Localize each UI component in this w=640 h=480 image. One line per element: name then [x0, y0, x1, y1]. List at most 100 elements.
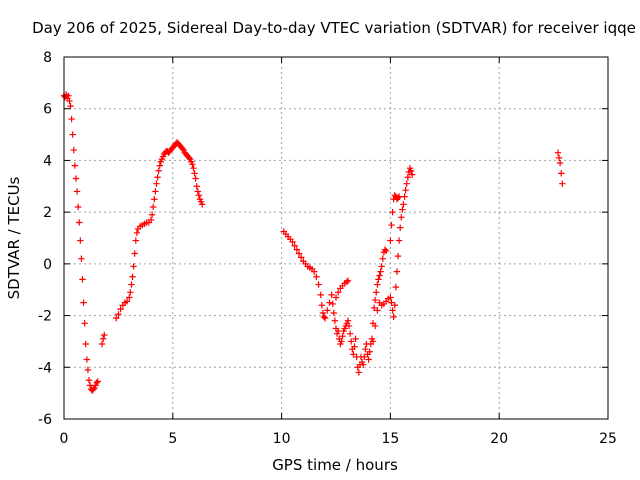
- data-point: [76, 219, 83, 226]
- data-point: [156, 162, 163, 169]
- data-point: [73, 188, 81, 195]
- data-point: [556, 159, 564, 167]
- data-point: [147, 216, 155, 224]
- data-point: [81, 320, 88, 327]
- x-tick-label: 20: [490, 431, 508, 447]
- data-point: [86, 382, 94, 389]
- data-point: [402, 186, 409, 194]
- y-tick-labels: -6 -4 -2 0 2 4 6 8: [38, 50, 52, 428]
- data-point: [77, 237, 84, 244]
- data-point: [130, 263, 137, 270]
- data-point: [366, 348, 373, 355]
- data-point: [407, 167, 415, 174]
- data-point: [115, 311, 122, 318]
- data-point: [398, 214, 405, 221]
- x-axis-label: GPS time / hours: [272, 456, 398, 474]
- data-point: [344, 277, 352, 284]
- data-point: [148, 211, 156, 218]
- data-point: [150, 203, 157, 211]
- data-point: [83, 356, 91, 363]
- data-point: [126, 294, 133, 301]
- data-point: [394, 252, 402, 260]
- data-point: [365, 356, 372, 363]
- data-point: [123, 298, 131, 305]
- data-point: [371, 296, 379, 304]
- data-point: [289, 238, 296, 246]
- data-point: [391, 192, 398, 199]
- data-point: [399, 206, 406, 213]
- y-tick-label: -2: [38, 309, 52, 325]
- data-point: [69, 131, 76, 138]
- data-point: [350, 351, 357, 358]
- data-point: [352, 335, 359, 343]
- data-point: [370, 304, 378, 312]
- data-point: [379, 255, 386, 262]
- x-tick-label: 10: [273, 431, 291, 447]
- data-point: [392, 283, 400, 291]
- y-tick-label: 8: [43, 50, 52, 66]
- data-point: [389, 208, 396, 216]
- data-point: [554, 149, 562, 156]
- data-point: [185, 154, 193, 162]
- data-point: [395, 193, 403, 200]
- data-point: [319, 309, 327, 317]
- y-tick-label: -4: [38, 360, 52, 376]
- data-point: [395, 237, 403, 244]
- data-point: [391, 302, 398, 309]
- data-point: [334, 327, 342, 335]
- data-point: [394, 194, 402, 202]
- data-point: [132, 237, 140, 244]
- data-point: [195, 192, 203, 199]
- data-point: [193, 183, 200, 190]
- data-point: [72, 175, 80, 182]
- data-point: [79, 276, 86, 283]
- data-point: [317, 291, 324, 299]
- data-point: [291, 242, 298, 249]
- data-point: [403, 180, 410, 187]
- data-point: [189, 161, 196, 168]
- data-point: [328, 291, 335, 299]
- data-point: [374, 281, 381, 288]
- data-point: [334, 289, 342, 296]
- data-point: [66, 97, 73, 105]
- data-point: [313, 273, 320, 280]
- data-point: [381, 246, 389, 253]
- data-point: [85, 377, 93, 384]
- x-tick-label: 5: [168, 431, 177, 447]
- data-point: [324, 307, 331, 314]
- x-tick-labels: 0 5 10 15 20 25: [60, 431, 617, 447]
- data-point: [131, 250, 138, 257]
- data-point: [373, 289, 380, 296]
- data-point: [192, 175, 199, 182]
- data-point: [343, 278, 351, 286]
- data-point: [390, 313, 397, 321]
- data-point: [297, 254, 305, 261]
- data-point: [311, 268, 318, 275]
- data-point: [330, 309, 338, 317]
- data-point: [128, 281, 135, 288]
- data-point: [361, 353, 368, 361]
- data-point: [94, 378, 101, 385]
- data-point: [558, 170, 565, 177]
- data-point: [408, 171, 416, 178]
- data-point: [393, 268, 401, 275]
- data-point: [127, 289, 134, 296]
- data-point: [400, 201, 407, 208]
- data-point: [401, 193, 408, 200]
- data-point: [80, 299, 87, 306]
- data-point: [198, 201, 206, 208]
- data-point: [113, 314, 120, 322]
- data-point: [151, 196, 158, 203]
- data-point: [376, 272, 383, 279]
- data-point: [329, 300, 336, 308]
- data-point: [78, 255, 85, 262]
- data-point: [154, 174, 161, 181]
- data-point: [320, 313, 328, 321]
- data-point: [362, 345, 369, 353]
- y-tick-label: -6: [38, 412, 52, 428]
- data-point: [153, 180, 160, 187]
- data-points: [60, 91, 566, 394]
- data-point: [194, 188, 202, 195]
- data-point: [82, 340, 89, 348]
